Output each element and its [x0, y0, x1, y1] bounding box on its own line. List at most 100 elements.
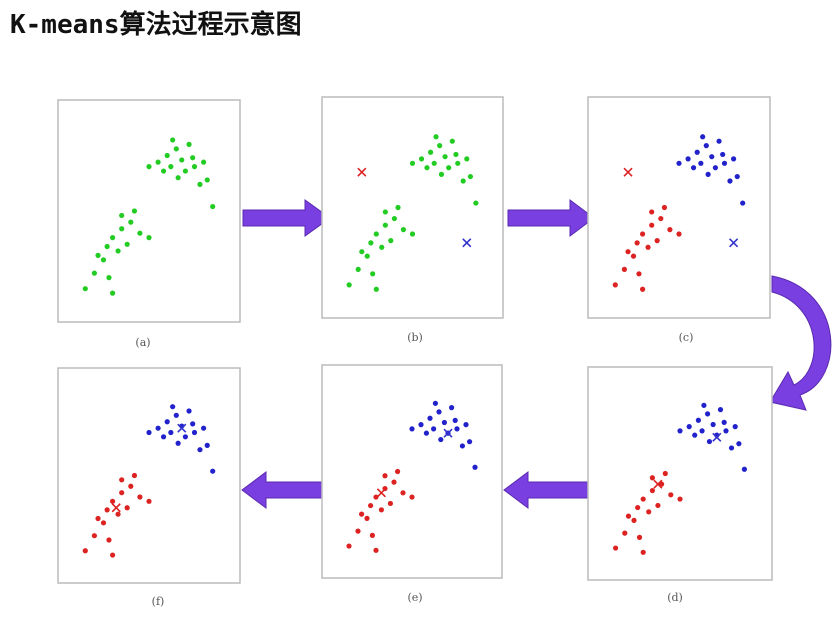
point [460, 178, 466, 184]
centroid [443, 428, 453, 438]
point [378, 507, 384, 513]
point [359, 511, 365, 517]
point [640, 231, 646, 237]
point [712, 165, 719, 171]
point [677, 496, 683, 502]
point [424, 165, 430, 171]
point [201, 425, 207, 431]
centroid [462, 238, 472, 248]
point [441, 419, 447, 426]
point [621, 266, 628, 272]
point [400, 490, 406, 496]
point [391, 215, 397, 222]
point [649, 222, 655, 228]
panel [321, 96, 504, 319]
point [373, 547, 379, 553]
point [423, 430, 429, 436]
point [175, 440, 181, 446]
point [346, 543, 352, 549]
point [170, 137, 176, 143]
point [382, 209, 388, 215]
point [654, 238, 660, 244]
point [662, 470, 668, 477]
point [395, 204, 401, 211]
point [453, 151, 459, 158]
point [131, 472, 138, 479]
point [706, 438, 713, 445]
point [455, 160, 461, 166]
point [437, 143, 443, 149]
panel [57, 99, 241, 323]
point [355, 266, 361, 272]
point [210, 468, 216, 474]
point [110, 290, 116, 296]
point [119, 212, 125, 219]
point [630, 253, 637, 259]
point [649, 209, 655, 215]
point [190, 421, 196, 427]
point [612, 282, 618, 288]
point [204, 177, 210, 183]
point [690, 165, 697, 171]
point [427, 415, 433, 421]
point [124, 241, 130, 247]
arrow [503, 471, 589, 509]
point [115, 511, 121, 517]
point [104, 507, 110, 513]
point [373, 286, 379, 292]
centroid [357, 167, 367, 177]
point [710, 421, 716, 428]
point [110, 235, 116, 241]
point [705, 171, 711, 177]
point [449, 405, 455, 411]
point [409, 426, 415, 432]
point [110, 552, 116, 558]
point [698, 160, 704, 166]
point [438, 436, 444, 443]
point [449, 138, 455, 144]
point [703, 143, 709, 149]
point [173, 146, 179, 152]
point [473, 200, 479, 206]
point [636, 271, 642, 277]
centroid [653, 479, 663, 489]
point [106, 275, 112, 281]
point [137, 494, 143, 500]
point [463, 422, 469, 428]
point [701, 402, 707, 408]
point [717, 407, 724, 413]
point [438, 171, 445, 177]
point [190, 155, 196, 161]
centroid [623, 167, 633, 177]
point [467, 439, 473, 445]
point [110, 498, 116, 504]
point [100, 520, 107, 526]
point [732, 424, 738, 430]
point [409, 231, 416, 237]
point [625, 249, 631, 255]
point [91, 533, 97, 539]
point [613, 545, 619, 551]
point [387, 500, 393, 507]
point [164, 419, 170, 425]
point [446, 165, 452, 171]
arrows [241, 199, 832, 509]
point [723, 428, 729, 434]
point [640, 496, 646, 502]
point [646, 509, 652, 515]
point [686, 424, 692, 430]
point [373, 231, 379, 237]
point [727, 178, 733, 184]
point [625, 513, 632, 519]
point [640, 286, 646, 292]
point [667, 227, 673, 233]
panel-label: (c) [679, 331, 694, 344]
point [382, 222, 388, 228]
point [124, 505, 130, 511]
centroid [177, 423, 187, 433]
point [182, 434, 188, 440]
point [168, 164, 174, 170]
panel-label: (e) [407, 591, 422, 604]
point [160, 168, 167, 174]
